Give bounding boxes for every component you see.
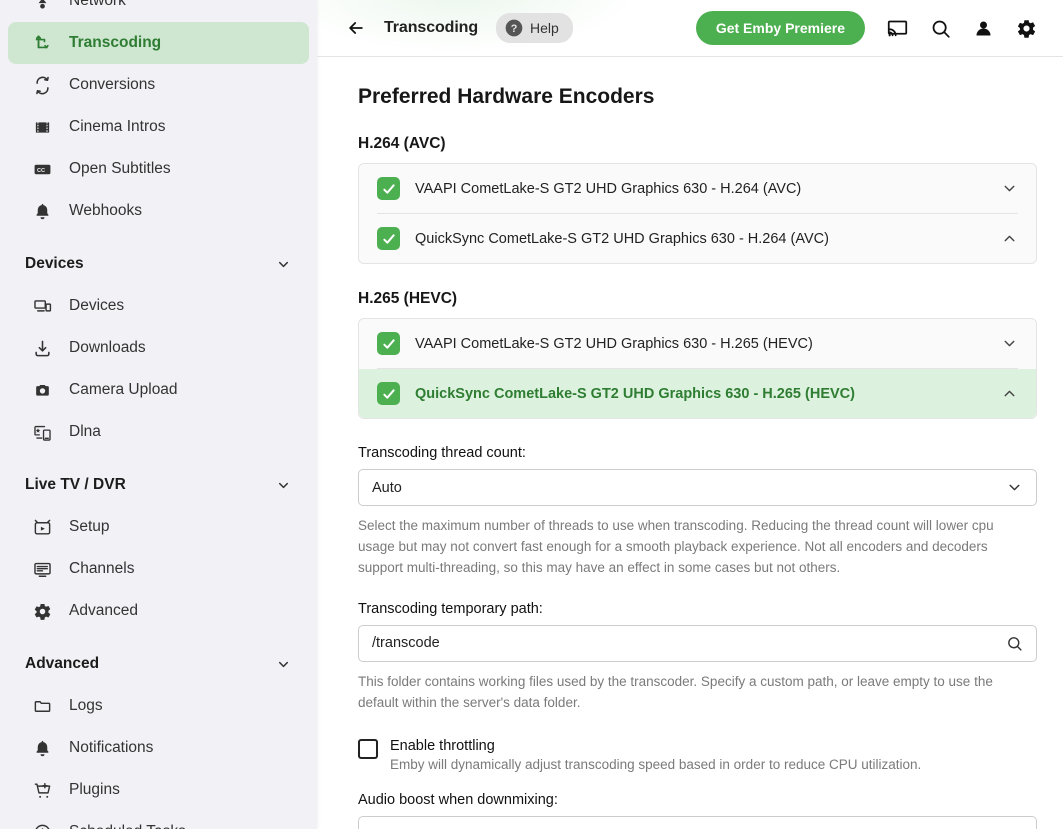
svg-text:CC: CC	[37, 167, 45, 173]
svg-text:?: ?	[511, 23, 518, 35]
